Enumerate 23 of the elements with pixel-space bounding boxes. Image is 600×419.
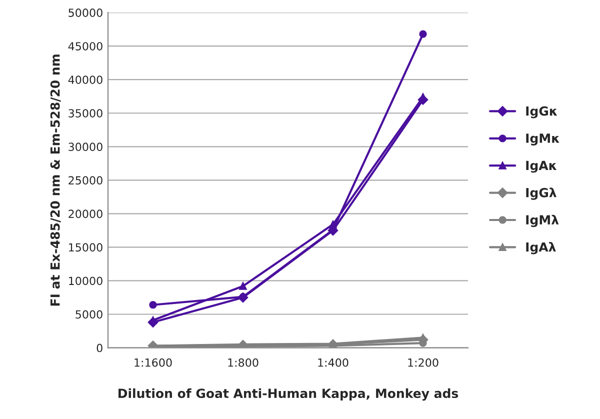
y-tick-label: 10000	[69, 276, 102, 286]
legend-label: IgGλ	[526, 188, 556, 200]
legend-label: IgMλ	[526, 214, 559, 228]
legend-label: IgAλ	[526, 242, 556, 254]
legend-label: IgMκ	[526, 134, 560, 146]
x-tick-label: 1:200	[408, 358, 438, 367]
legend-label: IgGκ	[526, 106, 558, 118]
y-tick-label: 25000	[68, 176, 102, 185]
y-tick-label: 35000	[68, 109, 102, 118]
x-tick-label: 1:1600	[134, 358, 172, 367]
legend-label: IgAκ	[526, 160, 557, 173]
x-tick-label: 1:400	[318, 358, 348, 367]
y-axis-title: FI at Ex-485/20 nm & Em-528/20 nm	[50, 54, 61, 306]
y-tick-label: 20000	[68, 210, 102, 218]
y-tick-label: 40000	[68, 76, 102, 84]
y-tick-label: 5000	[76, 310, 102, 319]
y-tick-label: 50000	[68, 8, 102, 17]
y-tick-label: 15000	[69, 243, 102, 252]
x-axis-title: Dilution of Goat Anti-Human Kappa, Monkey ads	[118, 388, 458, 401]
y-tick-label: 30000	[68, 142, 102, 152]
y-tick-label: 0	[96, 344, 102, 352]
y-tick-label: 45000	[68, 42, 102, 50]
x-tick-label: 1:800	[228, 358, 258, 367]
